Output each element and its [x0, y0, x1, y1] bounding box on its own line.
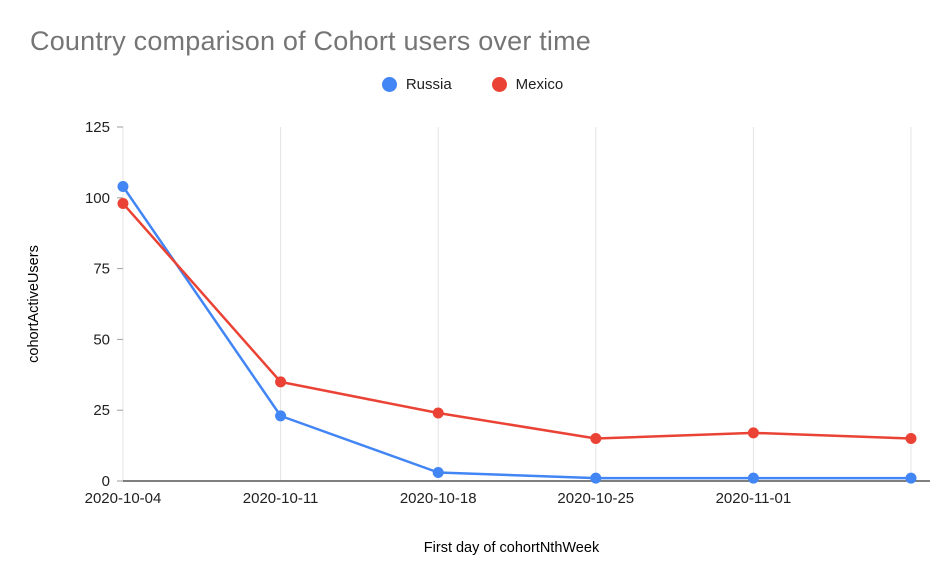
data-point-mexico — [747, 427, 759, 439]
y-tick-label: 50 — [93, 331, 110, 348]
data-point-russia — [905, 472, 917, 484]
data-point-mexico — [117, 197, 129, 209]
series-line-mexico — [121, 202, 913, 440]
chart-title: Country comparison of Cohort users over … — [30, 26, 592, 56]
x-axis-title: First day of cohortNthWeek — [424, 540, 600, 556]
y-tick-label: 0 — [102, 473, 110, 490]
chart-legend: Russia Mexico — [0, 76, 945, 93]
legend-dot-russia-icon — [381, 77, 397, 92]
data-point-mexico — [432, 407, 444, 419]
y-axis-title: cohortActiveUsers — [26, 245, 42, 363]
x-tick-label: 2020-10-11 — [243, 490, 319, 507]
y-tick-label: 125 — [85, 119, 110, 136]
legend-item-mexico: Mexico — [491, 76, 564, 93]
x-tick-label: 2020-10-18 — [400, 490, 477, 507]
x-tick-label: 2020-10-04 — [85, 490, 162, 507]
data-point-russia — [747, 472, 759, 484]
y-tick-label: 75 — [93, 261, 110, 278]
data-point-mexico — [905, 433, 917, 445]
y-tick-label: 25 — [93, 402, 110, 419]
data-point-mexico — [275, 376, 287, 388]
data-point-russia — [275, 410, 287, 422]
data-point-mexico — [590, 433, 602, 445]
data-point-russia — [590, 472, 602, 484]
legend-label-mexico: Mexico — [515, 76, 564, 93]
data-point-russia — [117, 180, 129, 192]
data-point-russia — [432, 467, 444, 479]
legend-label-russia: Russia — [405, 76, 452, 93]
series-line-russia — [121, 185, 913, 480]
x-tick-label: 2020-10-25 — [557, 490, 634, 507]
y-tick-label: 100 — [85, 190, 110, 207]
legend-dot-mexico-icon — [491, 77, 507, 92]
legend-item-russia: Russia — [381, 76, 452, 93]
x-tick-label: 2020-11-01 — [716, 490, 792, 507]
